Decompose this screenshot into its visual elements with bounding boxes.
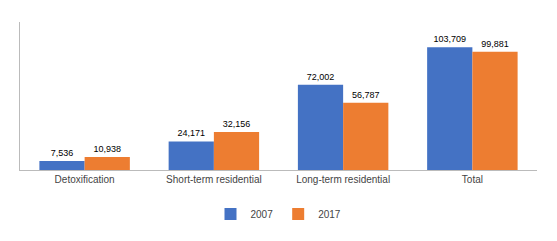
svg-text:Detoxification: Detoxification	[55, 174, 115, 185]
svg-text:Long-term residential: Long-term residential	[296, 174, 390, 185]
svg-text:72,002: 72,002	[307, 72, 335, 82]
svg-text:103,709: 103,709	[433, 34, 466, 44]
svg-text:56,787: 56,787	[352, 90, 380, 100]
svg-text:24,171: 24,171	[177, 128, 205, 138]
svg-text:Short-term residential: Short-term residential	[166, 174, 262, 185]
svg-text:Total: Total	[462, 174, 483, 185]
svg-text:7,536: 7,536	[51, 148, 74, 158]
svg-text:99,881: 99,881	[481, 39, 509, 49]
svg-text:2007: 2007	[251, 209, 274, 220]
svg-text:10,938: 10,938	[93, 144, 121, 154]
svg-text:32,156: 32,156	[223, 119, 251, 129]
svg-text:2017: 2017	[318, 209, 341, 220]
